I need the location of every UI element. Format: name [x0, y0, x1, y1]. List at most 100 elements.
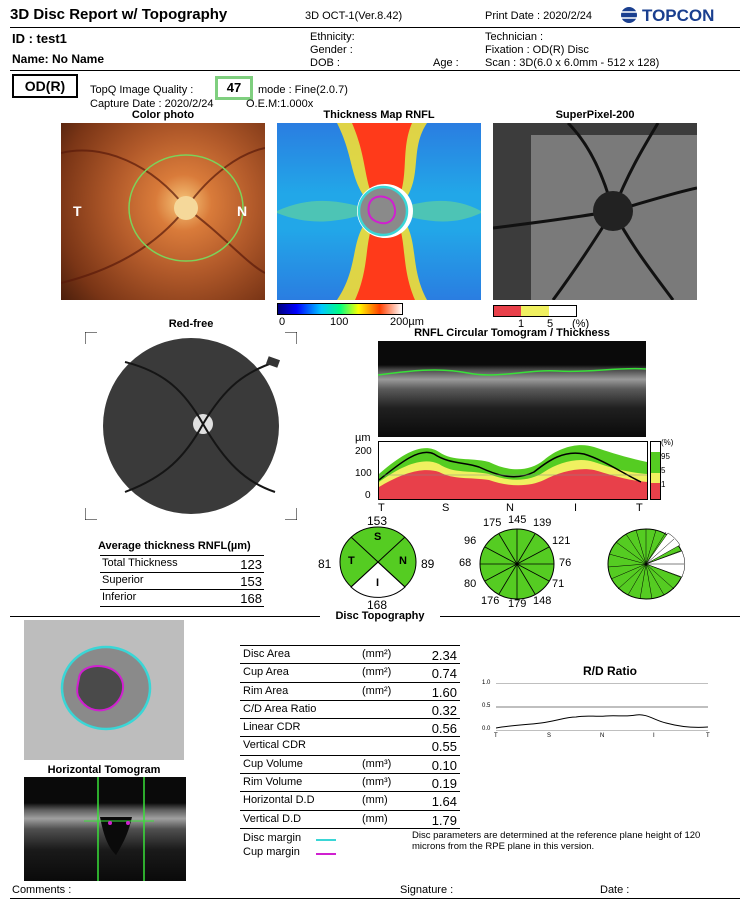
legend-95: 95 — [661, 452, 670, 461]
rd-ratio-chart — [495, 682, 709, 732]
xtick-n: N — [506, 502, 514, 514]
rd-xaxis: T S N I T — [494, 733, 710, 741]
temporal-label: T — [73, 203, 82, 219]
clock-val-6: 76 — [559, 557, 572, 569]
nasal-label: N — [237, 203, 248, 219]
clock-val-1: 145 — [508, 514, 527, 526]
scan-info: Scan : 3D(6.0 x 6.0mm - 512 x 128) — [485, 57, 660, 69]
chart-ytick-100: 100 — [355, 468, 372, 479]
colorbar-red — [494, 306, 522, 316]
sp-tick-1: 1 — [518, 318, 525, 330]
disc-topography-title: Disc Topography — [335, 610, 425, 622]
xtick-s: S — [442, 502, 450, 514]
patient-id: ID : test1 — [12, 31, 67, 46]
red-free-image — [84, 331, 298, 521]
rd-chart-svg — [495, 682, 709, 732]
color-fundus-photo: T N — [61, 123, 265, 300]
disc-parameters-table: Disc Area (mm²) 2.34 Cup Area (mm²) 0.74 Rim… — [240, 645, 460, 829]
param-row-vertical-cdr: Vertical CDR 0.55 — [240, 737, 460, 756]
sp-tick-pct: (%) — [572, 318, 590, 330]
thickness-legend-bar — [650, 441, 661, 500]
horizontal-tomogram-image — [24, 777, 186, 881]
quad-value-right: 89 — [421, 557, 435, 571]
xtick-t1: T — [378, 502, 385, 514]
color-photo-title: Color photo — [131, 109, 195, 121]
dob: DOB : — [310, 57, 340, 69]
quad-value-bottom: 168 — [367, 598, 388, 612]
superpixel-title: SuperPixel-200 — [555, 109, 635, 121]
disc-margin-legend: Disc margin — [243, 832, 302, 844]
colorbar-tick-0: 0 — [279, 316, 286, 328]
colorbar-tick-100: 100 — [330, 316, 349, 328]
horizontal-tomo-svg — [84, 777, 154, 881]
eye-badge: OD(R) — [12, 74, 78, 98]
sp-tick-5: 5 — [547, 318, 554, 330]
quad-s: S — [374, 531, 382, 543]
colorbar-tick-200: 200µm — [390, 316, 424, 328]
fixation: Fixation : OD(R) Disc — [485, 44, 589, 56]
clock-val-2: 139 — [533, 517, 552, 529]
legend-1: 1 — [661, 480, 666, 489]
quality-value: 47 — [215, 76, 253, 100]
thickness-map-title: Thickness Map RNFL — [323, 109, 435, 121]
param-row-vertical-dd: Vertical D.D (mm) 1.79 — [240, 811, 460, 829]
scan-mode: mode : Fine(2.0.7) — [258, 84, 348, 96]
quad-t: T — [348, 555, 355, 567]
sector-svg — [607, 528, 685, 600]
quadrant-chart: S T N I — [338, 525, 418, 599]
avg-row-superior: Superior 153 — [100, 574, 264, 590]
disc-margin-swatch — [316, 839, 336, 841]
param-row-rim-area: Rim Area (mm²) 1.60 — [240, 683, 460, 701]
param-row-disc-area: Disc Area (mm²) 2.34 — [240, 646, 460, 665]
disc-topography-map — [24, 620, 184, 760]
color-photo-overlay — [61, 147, 265, 284]
gender: Gender : — [310, 44, 353, 56]
rd-ytick-0: 0.0 — [482, 726, 491, 732]
clock-svg — [479, 528, 555, 600]
clock-val-8: 71 — [552, 578, 565, 590]
param-row-linear-cdr: Linear CDR 0.56 — [240, 719, 460, 738]
superpixel-colorbar — [493, 305, 577, 317]
topcon-logo-icon: TOPCON — [621, 6, 714, 25]
signature-label: Signature : — [400, 884, 454, 896]
param-row-cd-area-ratio: C/D Area Ratio 0.32 — [240, 701, 460, 720]
date-label: Date : — [600, 884, 630, 896]
circular-tomogram-title: RNFL Circular Tomogram / Thickness — [414, 327, 610, 339]
rd-xtick-i: I — [653, 733, 655, 739]
logo-text: TOPCON — [642, 6, 714, 25]
rd-ytick-1: 1.0 — [482, 680, 491, 686]
rd-xtick-t2: T — [706, 733, 710, 739]
quadrant-svg — [339, 526, 417, 598]
superpixel-sector-chart — [606, 527, 686, 601]
horizontal-tomogram-title: Horizontal Tomogram — [47, 764, 161, 776]
chart-ytick-200: 200 — [355, 446, 372, 457]
quad-value-left: 81 — [318, 557, 332, 571]
rd-xtick-n: N — [600, 733, 605, 739]
capture-date: Capture Date : 2020/2/24 — [90, 98, 214, 110]
legend-pct: (%) — [661, 438, 674, 447]
param-row-cup-area: Cup Area (mm²) 0.74 — [240, 664, 460, 683]
colorbar-white — [548, 306, 576, 316]
avg-thickness-table: Total Thickness 123 Superior 153 Inferior 1… — [100, 555, 264, 607]
avg-thickness-title: Average thickness RNFL(µm) — [98, 540, 251, 552]
clock-val-4: 121 — [552, 535, 571, 547]
thickness-chart-svg — [379, 445, 647, 499]
quad-i: I — [376, 577, 380, 589]
clock-val-7: 80 — [464, 578, 477, 590]
ethnicity: Ethnicity: — [310, 31, 355, 43]
chart-xaxis: T S N I T — [378, 502, 646, 516]
rd-xtick-s: S — [547, 733, 552, 739]
clock-val-9: 176 — [481, 595, 500, 607]
rd-ytick-05: 0.5 — [482, 703, 491, 709]
disc-map-svg — [60, 645, 152, 731]
disc-parameters-note: Disc parameters are determined at the re… — [412, 830, 701, 852]
red-free-title: Red-free — [168, 318, 214, 330]
legend-5: 5 — [661, 466, 666, 475]
clock-hour-chart — [478, 527, 556, 601]
rd-ratio-title: R/D Ratio — [583, 664, 637, 678]
patient-name: Name: No Name — [12, 52, 105, 66]
param-row-horizontal-dd: Horizontal D.D (mm) 1.64 — [240, 792, 460, 811]
oem-magnification: O.E.M:1.000x — [246, 98, 314, 110]
avg-row-total: Total Thickness 123 — [100, 557, 264, 573]
quad-value-top: 153 — [367, 514, 388, 528]
